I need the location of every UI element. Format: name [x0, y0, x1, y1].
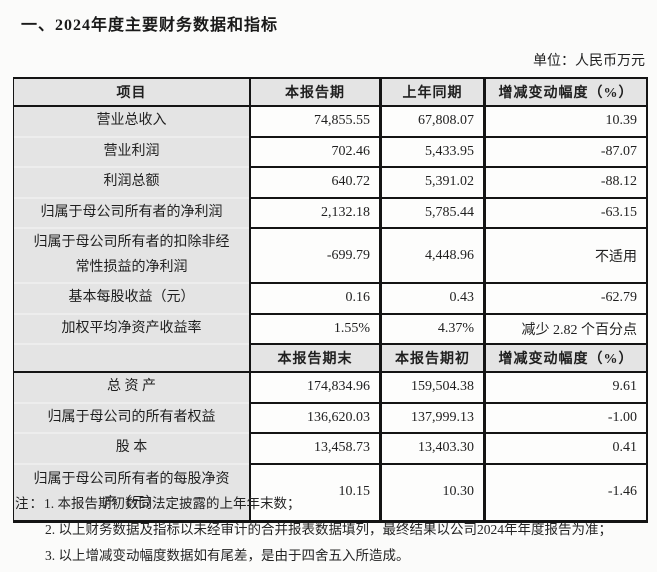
value-change: -1.00 — [483, 403, 646, 434]
value-change: -1.46 — [483, 464, 646, 520]
footnotes: 注：1. 本报告期初数同法定披露的上年年末数； 2. 以上财务数据及指标以未经审… — [15, 496, 651, 572]
footnote-text: 3. 以上增减变动幅度数据如有尾差，是由于四舍五入所造成。 — [45, 548, 410, 563]
value-current: 1.55% — [249, 314, 379, 345]
value-prior: 137,999.13 — [379, 403, 483, 434]
value-current: 10.15 — [249, 464, 379, 520]
value-prior: 5,391.02 — [379, 168, 483, 199]
footnote-prefix: 注： — [15, 496, 44, 511]
value-current: 174,834.96 — [249, 373, 379, 404]
value-current: -699.79 — [249, 229, 379, 284]
value-prior: 67,808.07 — [379, 107, 483, 138]
value-current: 0.16 — [249, 284, 379, 315]
value-change: -63.15 — [483, 198, 646, 229]
value-change: 0.41 — [483, 434, 646, 465]
value-prior: 13,403.30 — [379, 434, 483, 465]
header-period-end: 本报告期末 — [249, 345, 379, 373]
table-row: 总 资 产 174,834.96 159,504.38 9.61 — [14, 373, 646, 404]
table-row: 股 本 13,458.73 13,403.30 0.41 — [14, 434, 646, 465]
row-label: 归属于母公司所有者的每股净资产（元） — [14, 464, 249, 520]
header-change-pct: 增减变动幅度（%） — [483, 345, 646, 373]
value-change: -87.07 — [483, 137, 646, 168]
header-period-begin: 本报告期初 — [379, 345, 483, 373]
row-label: 归属于母公司所有者的净利润 — [14, 198, 249, 229]
page-title: 一、2024年度主要财务数据和指标 — [21, 17, 279, 34]
value-prior: 10.30 — [379, 464, 483, 520]
footnote-text: 1. 本报告期初数同法定披露的上年年末数； — [44, 496, 301, 511]
row-label: 归属于母公司所有者的扣除非经常性损益的净利润 — [14, 229, 249, 284]
value-current: 13,458.73 — [249, 434, 379, 465]
value-change: 减少 2.82 个百分点 — [483, 314, 646, 345]
header-item: 项目 — [14, 79, 249, 107]
table-row: 营业利润 702.46 5,433.95 -87.07 — [14, 137, 646, 168]
value-change: 10.39 — [483, 107, 646, 138]
header-change-pct: 增减变动幅度（%） — [483, 79, 646, 107]
footnote-text: 2. 以上财务数据及指标以未经审计的合并报表数据填列，最终结果以公司2024年年… — [45, 522, 612, 537]
table-header-row-balance: 本报告期末 本报告期初 增减变动幅度（%） — [14, 345, 646, 373]
footnote-line: 注：1. 本报告期初数同法定披露的上年年末数； — [15, 496, 651, 512]
header-current-period: 本报告期 — [249, 79, 379, 107]
row-label: 利润总额 — [14, 168, 249, 199]
value-prior: 5,785.44 — [379, 198, 483, 229]
table-row: 归属于母公司所有者的净利润 2,132.18 5,785.44 -63.15 — [14, 198, 646, 229]
table-row: 利润总额 640.72 5,391.02 -88.12 — [14, 168, 646, 199]
value-current: 640.72 — [249, 168, 379, 199]
row-label: 基本每股收益（元） — [14, 284, 249, 315]
header-prior-period: 上年同期 — [379, 79, 483, 107]
value-prior: 4.37% — [379, 314, 483, 345]
row-label: 营业利润 — [14, 137, 249, 168]
value-prior: 4,448.96 — [379, 229, 483, 284]
table-row: 营业总收入 74,855.55 67,808.07 10.39 — [14, 107, 646, 138]
row-label: 总 资 产 — [14, 373, 249, 404]
table-header-row-period: 项目 本报告期 上年同期 增减变动幅度（%） — [14, 79, 646, 107]
footnote-line: 3. 以上增减变动幅度数据如有尾差，是由于四舍五入所造成。 — [15, 548, 651, 564]
value-current: 136,620.03 — [249, 403, 379, 434]
table-row: 加权平均净资产收益率 1.55% 4.37% 减少 2.82 个百分点 — [14, 314, 646, 345]
value-current: 702.46 — [249, 137, 379, 168]
row-label: 加权平均净资产收益率 — [14, 314, 249, 345]
header-blank-cell — [14, 345, 249, 373]
unit-label: 单位：人民币万元 — [533, 54, 645, 69]
value-change: 不适用 — [483, 229, 646, 284]
table-row: 归属于母公司的所有者权益 136,620.03 137,999.13 -1.00 — [14, 403, 646, 434]
table-row: 归属于母公司所有者的每股净资产（元） 10.15 10.30 -1.46 — [14, 464, 646, 520]
financial-data-table: 项目 本报告期 上年同期 增减变动幅度（%） 营业总收入 74,855.55 6… — [13, 77, 648, 523]
value-current: 74,855.55 — [249, 107, 379, 138]
table-row: 归属于母公司所有者的扣除非经常性损益的净利润 -699.79 4,448.96 … — [14, 229, 646, 284]
value-change: -62.79 — [483, 284, 646, 315]
row-label: 归属于母公司的所有者权益 — [14, 403, 249, 434]
table-row: 基本每股收益（元） 0.16 0.43 -62.79 — [14, 284, 646, 315]
value-prior: 5,433.95 — [379, 137, 483, 168]
value-change: -88.12 — [483, 168, 646, 199]
value-prior: 159,504.38 — [379, 373, 483, 404]
value-current: 2,132.18 — [249, 198, 379, 229]
value-prior: 0.43 — [379, 284, 483, 315]
row-label: 营业总收入 — [14, 107, 249, 138]
row-label: 股 本 — [14, 434, 249, 465]
footnote-line: 2. 以上财务数据及指标以未经审计的合并报表数据填列，最终结果以公司2024年年… — [15, 522, 651, 538]
value-change: 9.61 — [483, 373, 646, 404]
